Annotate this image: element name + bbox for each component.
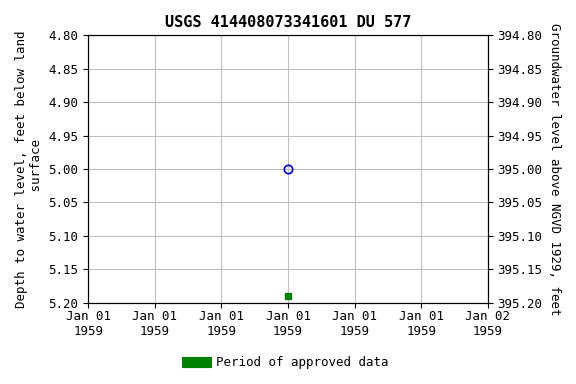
Legend: Period of approved data: Period of approved data	[183, 351, 393, 374]
Y-axis label: Groundwater level above NGVD 1929, feet: Groundwater level above NGVD 1929, feet	[548, 23, 561, 315]
Title: USGS 414408073341601 DU 577: USGS 414408073341601 DU 577	[165, 15, 411, 30]
Y-axis label: Depth to water level, feet below land
 surface: Depth to water level, feet below land su…	[15, 30, 43, 308]
